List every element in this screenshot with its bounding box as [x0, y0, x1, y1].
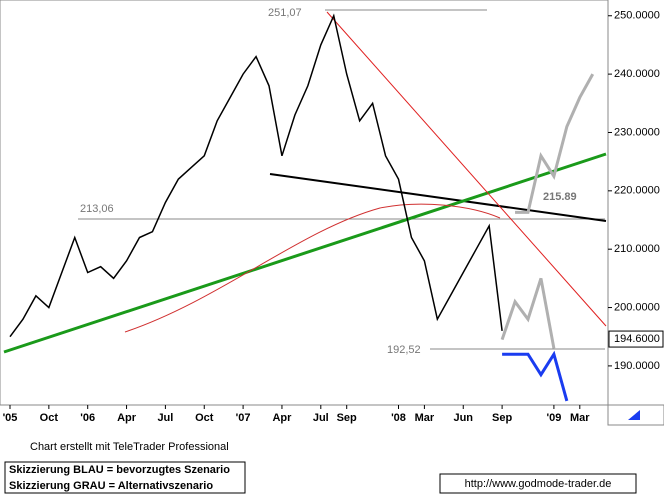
y-tick-label: 230.0000	[614, 126, 660, 138]
x-tick-label: Apr	[272, 412, 292, 424]
x-tick-label: Sep	[337, 412, 357, 424]
x-tick-label: Jul	[157, 412, 173, 424]
moving-average	[124, 203, 501, 333]
legend-line: Skizzierung GRAU = Alternativszenario	[9, 480, 213, 492]
url: http://www.godmode-trader.de	[465, 478, 612, 490]
series-line	[515, 73, 595, 214]
x-tick-label: '09	[546, 412, 561, 424]
last-price-box	[608, 330, 664, 348]
y-tick-label: 200.0000	[614, 301, 660, 313]
series-line	[9, 13, 503, 338]
x-tick-label: Mar	[415, 412, 435, 424]
x-tick-label: '06	[80, 412, 95, 424]
x-tick-label: '07	[236, 412, 251, 424]
x-tick-label: Sep	[492, 412, 512, 424]
x-tick-label: Oct	[40, 412, 59, 424]
x-tick-label: Mar	[570, 412, 590, 424]
series-line	[502, 350, 569, 402]
last-price-label: 194.6000	[614, 333, 660, 345]
plot-area	[0, 0, 609, 406]
legend-line: Skizzierung BLAU = bevorzugtes Szenario	[9, 464, 230, 476]
legend-box	[4, 461, 246, 494]
x-tick-label: Apr	[117, 412, 137, 424]
trend-line	[326, 11, 607, 327]
y-tick-label: 220.0000	[614, 185, 660, 197]
annotation: 251,07	[268, 7, 302, 19]
y-tick-label: 210.0000	[614, 243, 660, 255]
x-tick-label: Jun	[453, 412, 473, 424]
annotation: 215.89	[543, 191, 577, 203]
series-line	[500, 277, 556, 349]
x-tick-label: '08	[391, 412, 406, 424]
y-tick-label: 240.0000	[614, 68, 660, 80]
trend-line	[3, 152, 607, 354]
x-tick-label: '05	[3, 412, 18, 424]
y-tick-label: 190.0000	[614, 360, 660, 372]
annotation: 192,52	[387, 344, 421, 356]
x-tick-label: Jul	[313, 412, 329, 424]
url-box	[439, 473, 637, 494]
credit: Chart erstellt mit TeleTrader Profession…	[30, 441, 229, 453]
x-tick-label: Oct	[195, 412, 214, 424]
trend-line	[269, 173, 607, 222]
annotation: 213,06	[80, 203, 114, 215]
nav-icon	[628, 410, 640, 420]
y-tick-label: 250.0000	[614, 10, 660, 22]
